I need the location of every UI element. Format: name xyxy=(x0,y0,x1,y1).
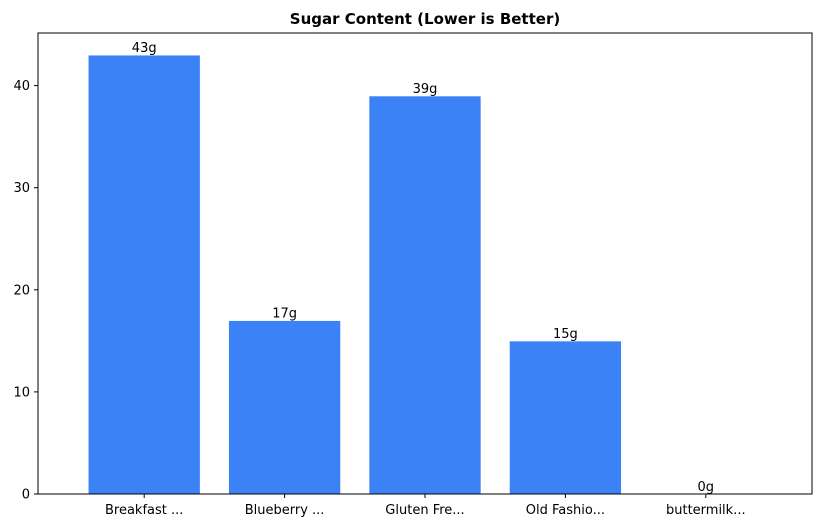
bar-0 xyxy=(87,54,201,495)
x-tick-label-0: Breakfast ... xyxy=(105,503,183,518)
plot-frame xyxy=(37,32,813,495)
data-label-1: 17g xyxy=(272,306,297,321)
x-axis: Breakfast ... Blueberry ... Gluten Fre... O… xyxy=(105,494,746,518)
x-tick-label-3: Old Fashio... xyxy=(526,503,605,518)
x-tick-label-4: buttermilk... xyxy=(666,503,746,518)
data-label-3: 15g xyxy=(553,327,578,342)
data-label-0: 43g xyxy=(132,41,157,56)
data-labels-layer: 43g 17g 39g 15g 0g xyxy=(132,41,714,495)
y-axis: 0 10 20 30 40 xyxy=(13,79,38,503)
chart-title: Sugar Content (Lower is Better) xyxy=(290,10,560,28)
x-tick-label-1: Blueberry ... xyxy=(245,503,325,518)
y-tick-label-1: 10 xyxy=(13,385,30,400)
y-tick-label-0: 0 xyxy=(22,488,30,503)
bar-2 xyxy=(368,95,482,495)
x-tick-label-2: Gluten Fre... xyxy=(385,503,464,518)
bar-3 xyxy=(508,340,623,495)
bar-1 xyxy=(227,319,342,495)
data-label-2: 39g xyxy=(413,82,438,97)
y-tick-label-4: 40 xyxy=(13,79,30,94)
y-tick-label-3: 30 xyxy=(13,181,30,196)
data-label-4: 0g xyxy=(698,480,715,495)
bars-layer xyxy=(87,54,623,495)
y-tick-label-2: 20 xyxy=(13,283,30,298)
